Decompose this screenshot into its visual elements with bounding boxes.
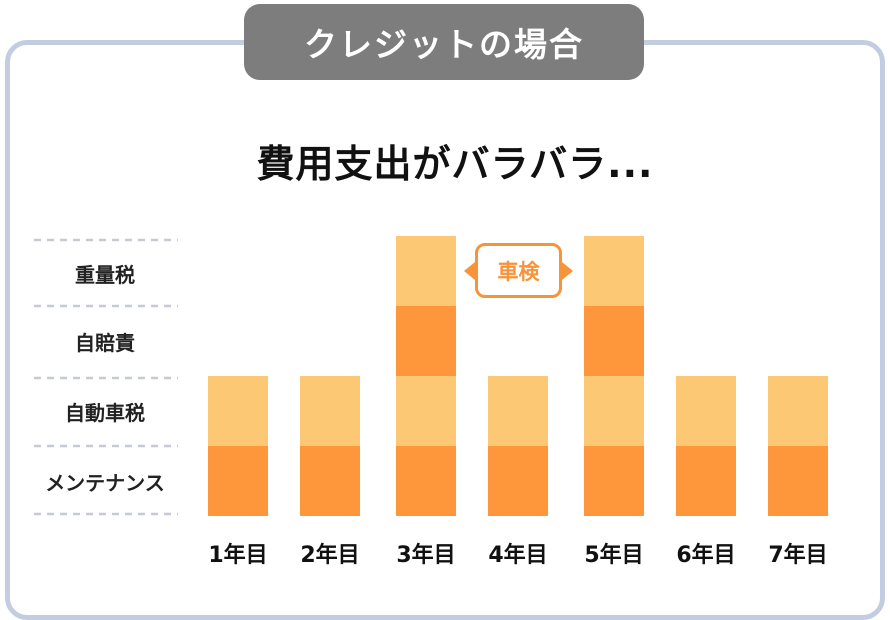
x-tick-label: 3年目 [396, 543, 456, 568]
bar-segment [584, 446, 644, 516]
bar-segment [488, 376, 548, 446]
bar-segment [584, 306, 644, 376]
bar-segment [396, 306, 456, 376]
bar-segment [208, 376, 268, 446]
bars [208, 236, 828, 516]
bar-segment [396, 236, 456, 306]
bar-segment [676, 376, 736, 446]
bar-segment [396, 376, 456, 446]
bar-segment [768, 376, 828, 446]
x-tick-label: 7年目 [768, 543, 828, 568]
shaken-callout: 車検 [475, 243, 562, 298]
x-tick-label: 6年目 [676, 543, 736, 568]
row-label: 重量税 [75, 263, 135, 287]
bar-segment [300, 446, 360, 516]
header-tab: クレジットの場合 [244, 4, 644, 80]
bar-segment [208, 446, 268, 516]
bar-segment [396, 446, 456, 516]
x-tick-label: 5年目 [584, 543, 644, 568]
x-tick-label: 1年目 [208, 543, 268, 568]
chart-title: 費用支出がバラバラ... [256, 142, 654, 186]
bar-segment [768, 446, 828, 516]
bar-segment [488, 446, 548, 516]
callout-arrow-left-icon [464, 262, 475, 280]
callout-arrow-right-icon [562, 262, 573, 280]
row-label: 自動車税 [65, 401, 145, 425]
row-label: 自賠責 [75, 331, 135, 355]
x-tick-label: 2年目 [300, 543, 360, 568]
bar-segment [676, 446, 736, 516]
row-dividers [34, 238, 178, 516]
bar-segment [300, 376, 360, 446]
row-label: メンテナンス [45, 471, 165, 495]
bar-segment [584, 376, 644, 446]
x-tick-label: 4年目 [488, 543, 548, 568]
bar-segment [584, 236, 644, 306]
